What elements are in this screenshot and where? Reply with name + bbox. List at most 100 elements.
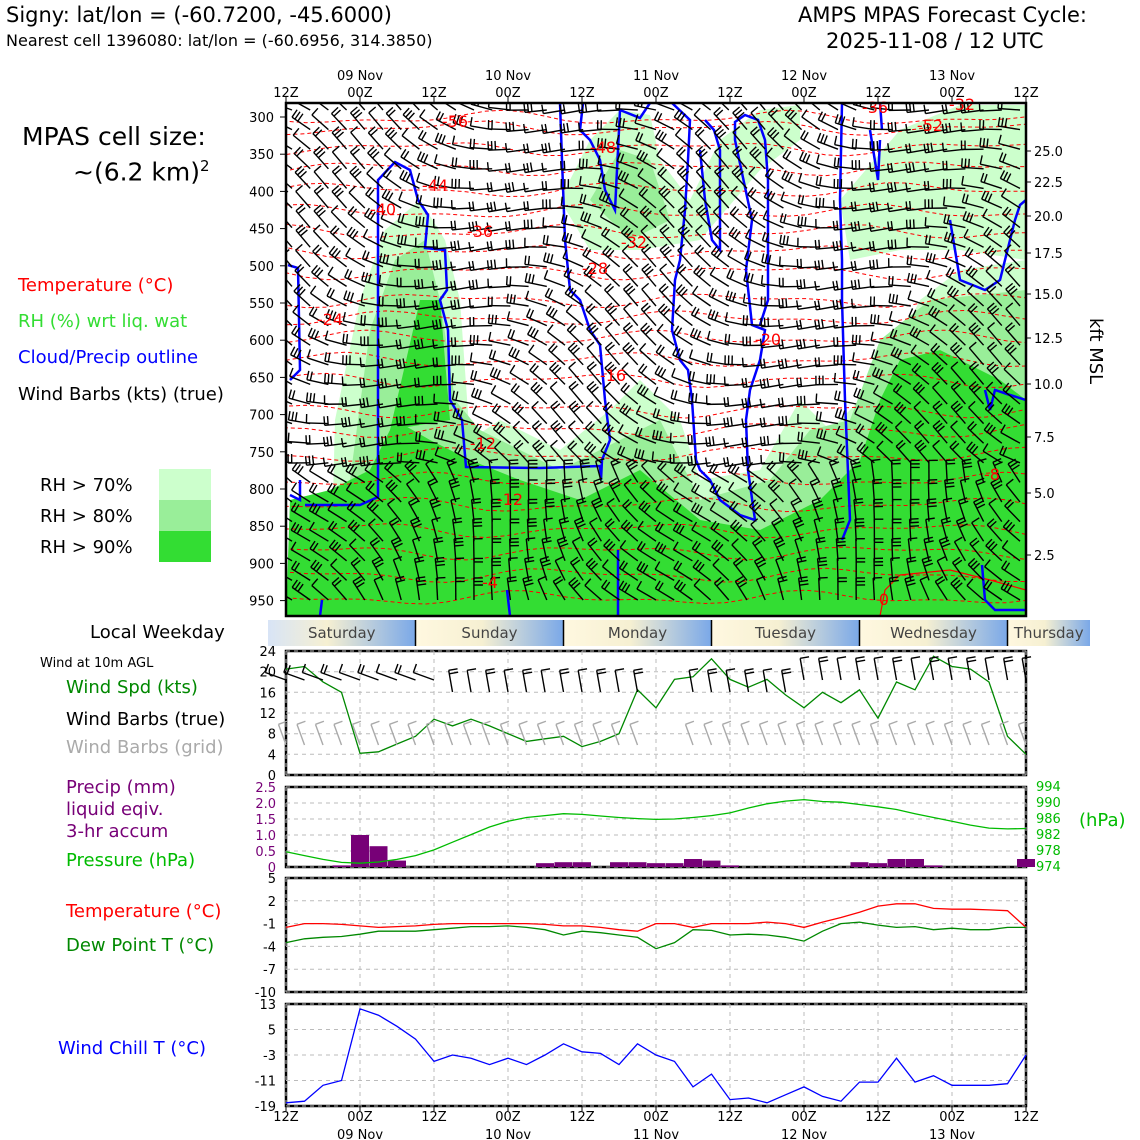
upper-wind-barb [944, 249, 966, 268]
barb-feather [986, 138, 989, 148]
barb-feather [923, 143, 927, 153]
upper-wind-barb [691, 540, 711, 562]
barb-feather [942, 520, 952, 525]
barb-feather [727, 334, 731, 344]
barb-feather [710, 310, 716, 320]
barb-feather [712, 465, 718, 474]
upper-wind-barb [586, 380, 602, 405]
barb-feather [814, 503, 824, 509]
barb-feather [622, 405, 629, 414]
barb-feather [931, 361, 939, 370]
barb-feather [734, 575, 744, 582]
barb-feather [980, 172, 985, 182]
barb-feather [351, 168, 360, 176]
upper-wind-barb [352, 576, 366, 601]
height-tick-label: 10.0 [1034, 378, 1063, 393]
barb-feather [471, 279, 475, 289]
barb-feather [618, 424, 624, 433]
barb-feather [725, 290, 730, 300]
barb-feather [787, 110, 795, 118]
upper-wind-barb [488, 349, 511, 366]
barb-feather [962, 458, 972, 462]
barb-staff [452, 398, 475, 405]
upper-wind-barb [693, 264, 712, 287]
barb-feather [457, 299, 460, 309]
barb-feather [730, 416, 733, 426]
barb-feather [545, 498, 555, 501]
barb-feather [314, 330, 320, 340]
upper-wind-barb [433, 393, 456, 405]
bottom-tick-label: 00Z [347, 1110, 373, 1125]
top-tick-label: 00Z [347, 86, 373, 101]
barb-feather [400, 235, 404, 245]
barb-feather [597, 137, 600, 147]
upper-wind-barb [746, 207, 766, 229]
barb-feather [559, 516, 569, 521]
precip-bar [684, 859, 702, 867]
barb-feather [781, 339, 785, 349]
barb-feather [685, 720, 695, 725]
upper-wind-barb [836, 557, 847, 581]
barb-feather [906, 582, 916, 587]
barb-staff [619, 213, 639, 229]
upper-wind-barb [524, 255, 547, 268]
barb-feather [1005, 521, 1013, 530]
barb-feather [689, 668, 699, 672]
barb-staff [971, 522, 985, 542]
barb-feather [395, 359, 399, 369]
upper-wind-barb [656, 147, 675, 170]
barb-feather [436, 197, 439, 207]
barb-staff [694, 251, 712, 268]
upper-wind-barb [529, 362, 548, 385]
barb-staff [488, 285, 511, 289]
upper-wind-barb [788, 478, 803, 503]
rh-70-swatch [159, 469, 211, 500]
upper-wind-barb [524, 273, 547, 288]
upper-wind-barb [913, 400, 930, 425]
top-tick-label: 00Z [495, 86, 521, 101]
barb-staff [291, 586, 311, 601]
barb-feather [759, 417, 763, 428]
barb-feather [673, 579, 681, 588]
barb-feather [894, 239, 897, 249]
upper-wind-barb [946, 285, 966, 307]
barb-feather [315, 720, 325, 725]
barb-feather [545, 505, 555, 508]
barb-feather [985, 538, 993, 547]
barb-staff [870, 285, 893, 289]
barb-feather [681, 170, 690, 178]
barb-feather [716, 579, 725, 587]
barb-feather [533, 329, 539, 339]
upper-wind-barb [938, 536, 951, 562]
barb-feather [998, 134, 1002, 144]
barb-feather [804, 216, 807, 227]
barb-feather [607, 305, 615, 313]
barb-feather [1005, 227, 1013, 236]
precip-bar [332, 865, 351, 867]
barb-feather [714, 227, 722, 236]
barb-feather [945, 485, 955, 488]
barb-feather [945, 481, 955, 485]
barb-feather [942, 196, 946, 206]
barb-staff [749, 152, 766, 170]
barb-feather [834, 517, 845, 521]
barb-feather [639, 342, 647, 351]
barb-feather [967, 421, 975, 429]
upper-wind-barb [431, 516, 441, 542]
barb-feather [634, 671, 644, 675]
barb-feather [783, 214, 787, 224]
barb-feather [950, 361, 959, 369]
barb-staff [870, 339, 893, 346]
barb-staff [503, 670, 509, 693]
upper-wind-barb [653, 111, 675, 131]
barb-feather [611, 720, 621, 725]
barb-staff [1021, 658, 1027, 681]
barb-feather [363, 315, 366, 325]
upper-wind-barb [568, 361, 584, 385]
upper-wind-barb [313, 145, 329, 170]
upper-wind-barb [348, 185, 366, 209]
barb-feather [570, 344, 578, 352]
upper-wind-barb [1007, 458, 1021, 483]
barb-feather [915, 384, 923, 392]
barb-feather [396, 298, 399, 308]
